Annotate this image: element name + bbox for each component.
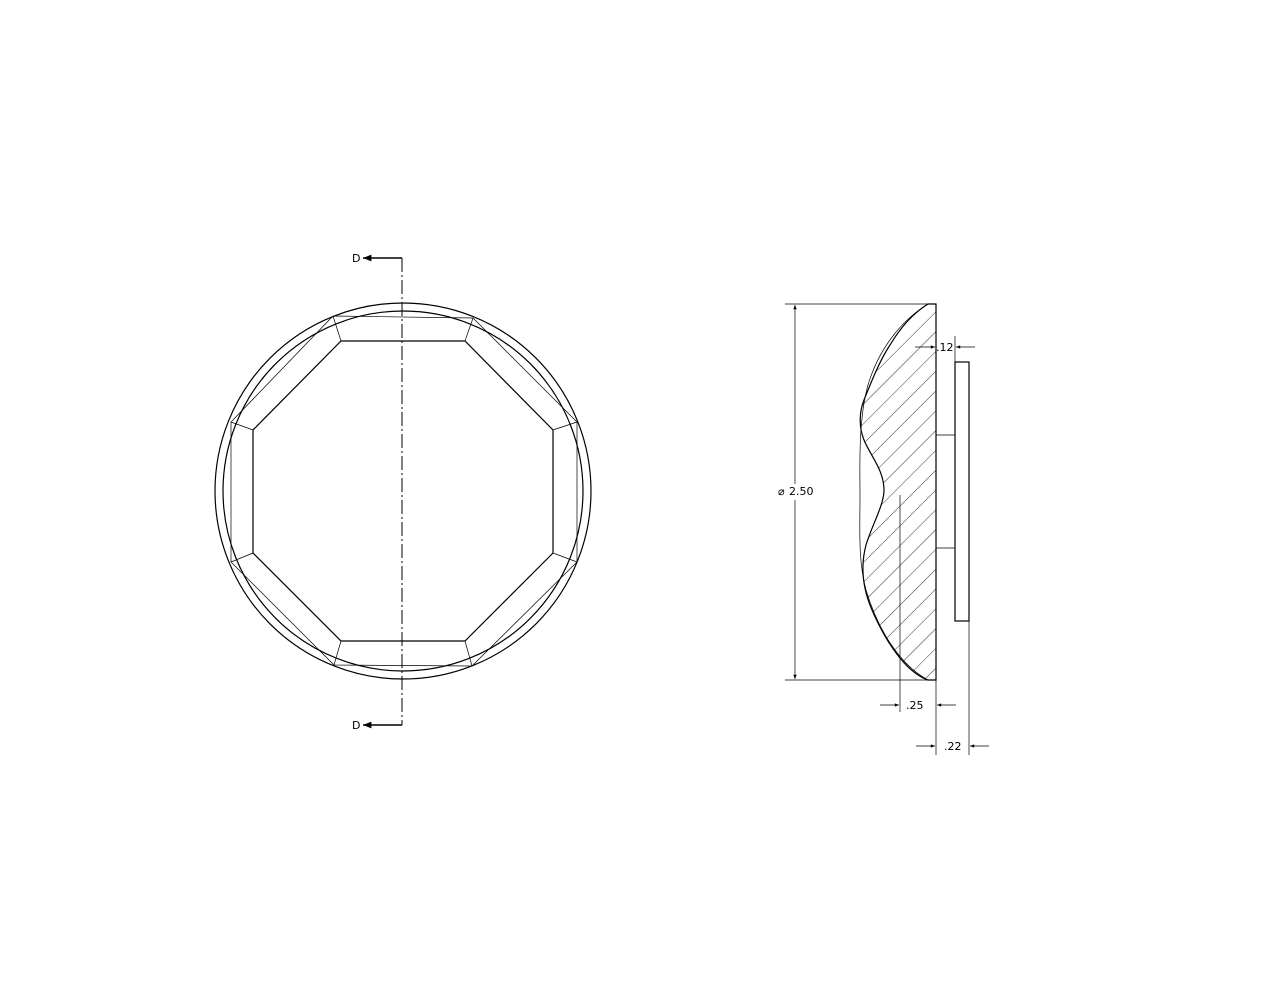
- section-marker-top: D: [352, 252, 402, 265]
- dim-plate-thickness: .22: [916, 621, 989, 755]
- outer-rim-circle: [214, 302, 592, 680]
- back-plate: [954, 361, 970, 622]
- plate-thickness-value: .22: [944, 740, 962, 753]
- dim-gap: .12: [915, 336, 975, 362]
- inner-rim-circle: [222, 310, 584, 672]
- front-view: D D: [214, 252, 592, 732]
- gap-value: .12: [936, 341, 954, 354]
- profile-silhouette: [859, 303, 929, 681]
- section-marker-bottom: D: [352, 719, 402, 732]
- diameter-symbol: ⌀: [778, 485, 785, 498]
- section-letter-top: D: [352, 252, 360, 265]
- dim-diameter: ⌀ 2.50: [778, 303, 928, 681]
- inner-offset-value: .25: [906, 699, 924, 712]
- diameter-value: 2.50: [789, 485, 814, 498]
- section-letter-bottom: D: [352, 719, 360, 732]
- facet-connectors: [230, 315, 578, 667]
- section-hatch: [860, 304, 936, 680]
- dim-inner-offset: .25: [880, 495, 956, 755]
- section-view: ⌀ 2.50 .12 .25 .22: [778, 303, 989, 755]
- outer-octagon: [230, 315, 578, 667]
- inner-octagon: [252, 340, 554, 642]
- section-profile: [859, 303, 937, 681]
